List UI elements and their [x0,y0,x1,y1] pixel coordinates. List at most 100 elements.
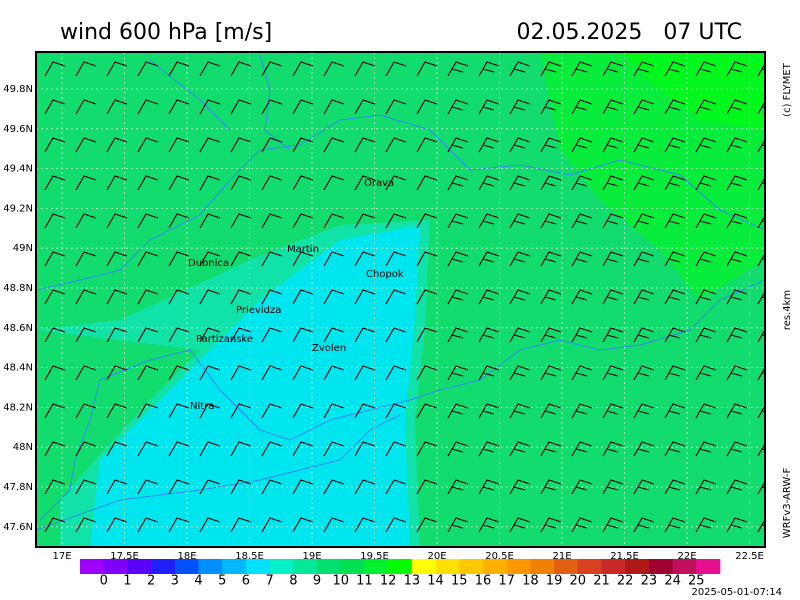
colorbar-label: 2 [147,574,155,589]
wind-barb [416,365,438,381]
place-label: Nitra [190,401,214,412]
wind-barb [571,365,593,381]
wind-barb [168,517,190,533]
axis-labels: 49.8N 49.6N 49.4N 49.2N 49N 48.8N 48.6N 48.4N 48… [3,84,764,562]
wind-barb [75,441,97,457]
wind-barb [664,517,686,533]
wind-barb [633,365,655,381]
wind-barb [447,327,469,343]
colorbar: 0 1 2 3 4 5 6 7 8 9 10 11 12 13 14 15 16 17 18 19 20 21 22 23 24… [80,559,721,589]
wind-barb [695,441,717,457]
wind-barb [540,479,562,495]
wind-barb [75,479,97,495]
place-label: Martin [287,244,319,255]
place-label: Prievidza [236,305,281,316]
wind-barb [385,289,407,305]
wind-barb [106,441,128,457]
wind-barb [137,403,159,419]
wind-barb [354,99,376,115]
colorbar-swatch [625,559,650,574]
colorbar-swatch [459,559,484,574]
wind-barb [695,99,717,115]
wind-barb [416,479,438,495]
colorbar-swatch [577,559,602,574]
wind-barb [633,175,655,191]
wind-barb [230,441,252,457]
colorbar-swatch [601,559,626,574]
wind-barb [354,441,376,457]
wind-barb [292,99,314,115]
colorbar-swatch [696,559,721,574]
wind-barb [571,517,593,533]
wind-barb [571,403,593,419]
wind-barb [726,327,748,343]
wind-barb [447,403,469,419]
wind-barb [478,289,500,305]
colorbar-swatch [151,559,176,574]
colorbar-swatch [103,559,128,574]
wind-barb [261,213,283,229]
wind-barb [106,251,128,267]
wind-barb [416,289,438,305]
wind-barb [602,137,624,153]
wind-barb [695,61,717,77]
wind-barb [540,403,562,419]
wind-barb [757,328,765,343]
wind-barb [354,403,376,419]
wind-barb [726,137,748,153]
lat-label: 48.4N [3,363,33,374]
lon-label: 17E [52,551,71,562]
wind-barb [137,289,159,305]
wind-barbs [44,61,765,533]
wind-barb [540,289,562,305]
wind-barb [726,213,748,229]
wind-barb [602,289,624,305]
map-title: wind 600 hPa [m/s] [60,20,272,45]
colorbar-label: 12 [380,574,397,589]
wind-barb [633,441,655,457]
wind-barb [199,289,221,305]
wind-barb [230,403,252,419]
lon-label: 21.5E [610,551,639,562]
wind-barb [385,213,407,229]
colorbar-swatch [435,559,460,574]
wind-barb [509,479,531,495]
wind-barb [230,289,252,305]
copyright: (c) FLYMET [782,62,793,117]
wind-barb [323,327,345,343]
wind-barb [230,213,252,229]
colorbar-label: 4 [194,574,202,589]
wind-barb [168,99,190,115]
wind-barb [261,175,283,191]
colorbar-swatch [245,559,270,574]
wind-barb [757,290,765,305]
wind-barb [323,175,345,191]
wind-barb [633,517,655,533]
wind-barb [571,441,593,457]
lon-label: 17.5E [110,551,139,562]
wind-barb [168,403,190,419]
wind-barb [168,251,190,267]
wind-barb [261,479,283,495]
wind-barb [602,61,624,77]
lat-label: 49.2N [3,203,33,214]
wind-barb [757,176,765,191]
wind-barb [602,327,624,343]
wind-barb [571,99,593,115]
wind-barb [664,365,686,381]
lat-label: 49.4N [3,164,33,175]
wind-barb [478,99,500,115]
wind-barb [757,62,765,77]
colorbar-label: 17 [498,574,515,589]
wind-barb [664,61,686,77]
wind-barb [230,61,252,77]
wind-barb [199,251,221,267]
wind-barb [354,175,376,191]
colorbar-swatch [174,559,199,574]
colorbar-label: 13 [404,574,421,589]
wind-barb [447,175,469,191]
wind-barb [168,213,190,229]
wind-barb [230,327,252,343]
wind-barb [168,61,190,77]
wind-barb [75,403,97,419]
